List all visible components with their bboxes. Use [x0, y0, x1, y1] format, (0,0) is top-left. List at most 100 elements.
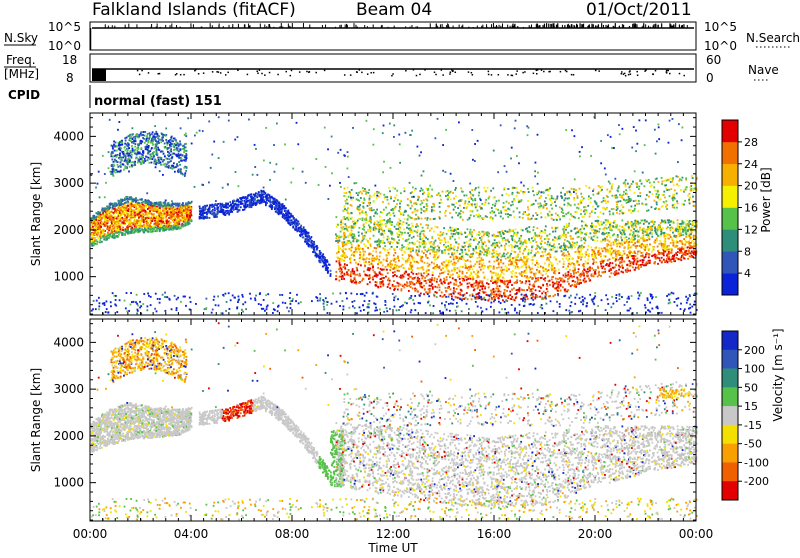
nave-dot [679, 73, 681, 75]
power-cell [137, 137, 139, 139]
power-cell [141, 218, 143, 220]
power-cell [206, 205, 208, 207]
power-cell [125, 157, 127, 159]
power-cell [203, 218, 205, 220]
power-cell [463, 278, 465, 280]
power-cell [623, 250, 625, 252]
power-cell [138, 217, 140, 219]
nsky-tick-top-left: 10^5 [48, 20, 81, 34]
power-cell [294, 221, 296, 223]
power-cell [110, 220, 112, 222]
power-cell [314, 246, 316, 248]
power-cell [546, 285, 548, 287]
power-cell [424, 246, 426, 248]
power-cell [243, 197, 245, 199]
power-cell [563, 232, 565, 234]
power-cell [134, 149, 136, 151]
power-cell [147, 208, 149, 210]
power-cell [225, 210, 227, 212]
power-cell [329, 264, 331, 266]
power-cell [458, 237, 460, 239]
power-cell [223, 206, 225, 208]
power-cell [120, 147, 122, 149]
power-cell [532, 245, 534, 247]
power-cell [567, 278, 569, 280]
nave-dot [666, 72, 668, 74]
power-cell [336, 252, 338, 254]
nave-dot [507, 74, 509, 76]
power-cell [141, 134, 143, 136]
power-cell [506, 270, 508, 272]
power-cell [156, 230, 158, 232]
power-cell [260, 197, 262, 199]
power-cell [115, 161, 117, 163]
power-cell [147, 231, 149, 233]
power-cell [546, 288, 548, 290]
power-cell [313, 249, 315, 251]
power-cell [190, 219, 192, 221]
power-cell [173, 225, 175, 227]
nave-dot [137, 70, 139, 72]
power-cell [616, 243, 618, 245]
power-cell [425, 243, 427, 245]
power-cell [547, 290, 549, 292]
power-cell [125, 140, 127, 142]
power-cell [164, 226, 166, 228]
power-cell [121, 234, 123, 236]
power-cell [562, 266, 564, 268]
power-cell [116, 156, 118, 158]
power-cell [108, 228, 110, 230]
nave-dot [595, 70, 597, 72]
power-cell [339, 266, 341, 268]
power-cell [177, 219, 179, 221]
power-cell [472, 293, 474, 295]
power-cell [567, 274, 569, 276]
power-cell [502, 237, 504, 239]
power-cell [580, 259, 582, 261]
power-cell [324, 257, 326, 259]
power-cell [180, 144, 182, 146]
power-cell [170, 137, 172, 139]
power-cell [309, 246, 311, 248]
power-cell [558, 243, 560, 245]
power-cell [292, 227, 294, 229]
power-cell [180, 206, 182, 208]
power-cell [502, 263, 504, 265]
power-cell [129, 205, 131, 207]
power-cell [664, 240, 666, 242]
nave-dot [455, 72, 457, 74]
power-cell [579, 279, 581, 281]
power-cell [167, 162, 169, 164]
power-cell [202, 212, 204, 214]
power-cell [119, 212, 121, 214]
power-cell [348, 240, 350, 242]
power-cell [430, 243, 432, 245]
power-cell [567, 265, 569, 267]
power-cell [171, 165, 173, 167]
power-cell [638, 231, 640, 233]
power-cell [144, 202, 146, 204]
power-cell [112, 148, 114, 150]
nave-dot [324, 70, 326, 72]
power-cell [111, 230, 113, 232]
power-cell [618, 269, 620, 271]
power-cell [475, 246, 477, 248]
power-cell [125, 155, 127, 157]
power-cell [174, 207, 176, 209]
power-cell [233, 209, 235, 211]
power-cell [308, 236, 310, 238]
power-cell [96, 225, 98, 227]
power-cell [675, 252, 677, 254]
power-cell [608, 241, 610, 243]
power-cell [184, 220, 186, 222]
power-cell [486, 251, 488, 253]
power-cell [225, 204, 227, 206]
power-cell [300, 231, 302, 233]
nsky-label: N.Sky [4, 31, 38, 45]
power-cell [140, 133, 142, 135]
power-cell [173, 227, 175, 229]
power-cell [417, 267, 419, 269]
nave-tick-top: 60 [706, 53, 721, 67]
power-cell [319, 253, 321, 255]
